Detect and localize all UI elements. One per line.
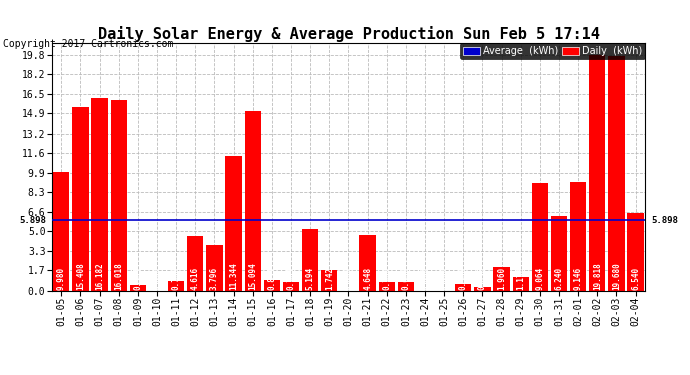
Bar <box>226 156 241 291</box>
Bar <box>359 236 376 291</box>
Text: 19.680: 19.680 <box>612 262 621 290</box>
Bar <box>455 284 471 291</box>
Text: 16.018: 16.018 <box>115 262 124 290</box>
Bar <box>609 57 624 291</box>
Bar <box>53 172 70 291</box>
Bar <box>551 216 567 291</box>
Text: 9.146: 9.146 <box>573 267 582 290</box>
Text: Copyright 2017 Cartronics.com: Copyright 2017 Cartronics.com <box>3 39 174 50</box>
Text: 0.000: 0.000 <box>440 267 449 290</box>
Bar <box>264 280 280 291</box>
Text: 1.742: 1.742 <box>325 267 334 290</box>
Bar <box>513 277 529 291</box>
Text: 1.960: 1.960 <box>497 267 506 290</box>
Text: 0.854: 0.854 <box>268 267 277 290</box>
Bar <box>206 246 223 291</box>
Bar <box>493 267 510 291</box>
Text: 0.000: 0.000 <box>152 267 161 290</box>
Text: 15.408: 15.408 <box>76 262 85 290</box>
Text: 5.898: 5.898 <box>19 216 46 225</box>
Text: 15.094: 15.094 <box>248 262 257 290</box>
Bar <box>627 213 644 291</box>
Title: Daily Solar Energy & Average Production Sun Feb 5 17:14: Daily Solar Energy & Average Production … <box>97 26 600 42</box>
Bar <box>92 98 108 291</box>
Text: 0.000: 0.000 <box>420 267 429 290</box>
Legend: Average  (kWh), Daily  (kWh): Average (kWh), Daily (kWh) <box>460 43 645 59</box>
Text: 5.898: 5.898 <box>651 216 678 225</box>
Text: 0.760: 0.760 <box>382 267 391 290</box>
Bar <box>379 282 395 291</box>
Bar <box>72 107 88 291</box>
Text: 5.194: 5.194 <box>306 267 315 290</box>
Bar <box>110 100 127 291</box>
Bar <box>283 282 299 291</box>
Text: 9.980: 9.980 <box>57 267 66 290</box>
Text: 3.796: 3.796 <box>210 267 219 290</box>
Bar <box>187 236 204 291</box>
Text: 6.240: 6.240 <box>555 267 564 290</box>
Text: 6.540: 6.540 <box>631 267 640 290</box>
Bar <box>244 111 261 291</box>
Bar <box>397 282 414 291</box>
Text: 4.648: 4.648 <box>363 267 372 290</box>
Text: 9.064: 9.064 <box>535 267 544 290</box>
Text: 0.000: 0.000 <box>344 267 353 290</box>
Text: 11.344: 11.344 <box>229 262 238 290</box>
Bar <box>130 285 146 291</box>
Text: 16.182: 16.182 <box>95 262 104 290</box>
Text: 0.296: 0.296 <box>478 267 487 290</box>
Text: 0.724: 0.724 <box>286 267 295 290</box>
Bar <box>302 229 318 291</box>
Text: 0.588: 0.588 <box>459 267 468 290</box>
Text: 19.818: 19.818 <box>593 262 602 290</box>
Bar <box>570 182 586 291</box>
Bar <box>589 55 605 291</box>
Bar <box>532 183 548 291</box>
Bar <box>168 282 184 291</box>
Bar <box>474 287 491 291</box>
Text: 0.768: 0.768 <box>172 267 181 290</box>
Text: 0.688: 0.688 <box>402 267 411 290</box>
Text: 4.616: 4.616 <box>191 267 200 290</box>
Bar <box>321 270 337 291</box>
Text: 1.172: 1.172 <box>516 267 525 290</box>
Text: 0.484: 0.484 <box>133 267 142 290</box>
